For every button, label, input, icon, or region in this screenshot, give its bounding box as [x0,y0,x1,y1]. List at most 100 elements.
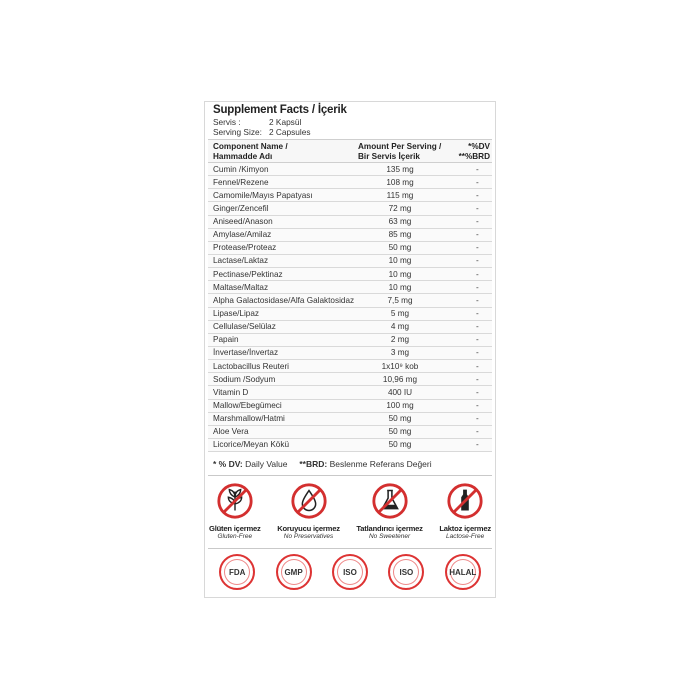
ingredient-name: Aloe Vera [213,427,249,437]
ingredient-dv: - [476,190,479,200]
table-row: Lipase/Lipaz 5 mg - [208,307,492,321]
serving-label: Servis : [213,117,241,127]
table-row: Alpha Galactosidase/Alfa Galaktosidaz 7,5… [208,294,492,308]
ingredient-amount: 135 mg [386,164,414,174]
ingredient-name: Licorice/Meyan Kökü [213,440,289,450]
ingredient-amount: 3 mg [390,348,410,358]
ingredient-dv: - [476,374,479,384]
free-from-sublabel: Gluten-Free [217,533,253,540]
badge-label: ISO [399,567,414,577]
ingredient-amount: 100 mg [386,401,414,411]
iso-22000-badge: ISO [388,554,425,590]
ingredient-dv: - [476,401,479,411]
header-amount: Amount Per Serving / Bir Servis İçerik [358,142,442,161]
ingredient-amount: 85 mg [388,230,412,240]
ingredient-name: Pectinase/Pektinaz [213,269,283,279]
ingredient-name: Ginger/Zencefil [213,203,269,213]
ingredient-name: Lactobacillus Reuteri [213,361,290,371]
ingredient-dv: - [476,361,479,371]
divider [208,548,492,549]
table-row: Pectinase/Pektinaz 10 mg - [208,268,492,282]
table-row: Camomile/Mayıs Papatyası 115 mg - [208,189,492,203]
ingredient-dv: - [476,387,479,397]
table-row: İnvertase/İnvertaz 3 mg - [208,346,492,361]
ingredient-amount: 10 mg [388,256,412,266]
no-sweetener-icon [372,483,408,519]
ingredient-amount: 72 mg [388,203,412,213]
table-row: Protease/Proteaz 50 mg - [208,241,492,255]
free-from-item: Glüten içermez Gluten-Free [209,482,261,540]
badge-label: GMP [284,567,303,577]
free-from-label: Glüten içermez [209,524,261,533]
no-preservatives-icon [290,483,327,519]
page-title: Supplement Facts / İçerik [213,104,347,116]
table-row: Amylase/Amilaz 85 mg - [208,228,492,242]
supplement-facts-panel: Supplement Facts / İçerik Servis : 2 Kaps… [204,101,496,598]
table-row: Cumin /Kimyon 135 mg - [208,163,492,177]
iso-9001-badge: ISO [331,554,368,590]
ingredient-name: Fennel/Rezene [213,177,269,187]
ingredient-name: Cumin /Kimyon [213,164,269,174]
ingredient-dv: - [476,203,479,213]
ingredient-amount: 50 mg [388,440,412,450]
fda-badge: FDA [219,554,256,590]
badge-label: HALAL [449,567,477,577]
ingredient-name: Maltase/Maltaz [213,282,269,292]
serving-value: 2 Capsules [269,127,311,137]
ingredient-dv: - [476,427,479,437]
free-from-sublabel: Lactose-Free [445,533,485,540]
table-header: Component Name / Hammadde Adı Amount Per … [208,139,492,163]
ingredient-name: Amylase/Amilaz [213,230,272,240]
ingredient-amount: 10 mg [388,269,412,279]
table-row: Aloe Vera 50 mg - [208,425,492,439]
halal-badge: HALAL [444,554,481,590]
serving-tr: Servis : 2 Kapsül [213,117,301,127]
serving-en: Serving Size: 2 Capsules [213,127,311,137]
no-gluten-icon [217,483,253,519]
ingredient-dv: - [476,322,479,332]
ingredient-name: İnvertase/İnvertaz [213,348,279,358]
header-dv: *%DV **%BRD [458,142,490,161]
serving-label: Serving Size: [213,127,262,137]
table-row: Ginger/Zencefil 72 mg - [208,202,492,216]
table-row: Marshmallow/Hatmi 50 mg - [208,412,492,426]
gmp-badge: GMP [275,554,312,590]
ingredient-name: Alpha Galactosidase/Alfa Galaktosidaz [213,295,355,305]
ingredient-name: Vitamin D [213,387,249,397]
ingredient-amount: 2 mg [390,335,410,345]
ingredients-table: Cumin /Kimyon 135 mg - Fennel/Rezene 108 mg -… [208,163,492,453]
ingredient-dv: - [476,217,479,227]
ingredient-amount: 63 mg [388,217,412,227]
free-from-item: Laktoz içermez Lactose-Free [439,482,491,540]
ingredient-name: Lactase/Laktaz [213,256,269,266]
ingredient-amount: 7,5 mg [387,295,413,305]
ingredient-amount: 5 mg [390,309,410,319]
header-name: Component Name / Hammadde Adı [213,142,288,161]
table-row: Maltase/Maltaz 10 mg - [208,281,492,295]
ingredient-dv: - [476,414,479,424]
table-row: Licorice/Meyan Kökü 50 mg - [208,438,492,453]
serving-value: 2 Kapsül [269,117,302,127]
ingredient-amount: 400 IU [387,387,413,397]
badge-label: ISO [343,567,357,577]
ingredient-amount: 108 mg [386,177,414,187]
ingredient-amount: 10,96 mg [382,374,418,384]
ingredient-name: Aniseed/Anason [213,217,273,227]
ingredient-amount: 1x10⁹ kob [381,361,419,371]
ingredient-amount: 50 mg [388,414,412,424]
ingredient-amount: 50 mg [388,243,412,253]
table-row: Aniseed/Anason 63 mg - [208,215,492,229]
ingredient-dv: - [476,309,479,319]
table-row: Papain 2 mg - [208,333,492,347]
ingredient-dv: - [476,335,479,345]
table-row: Lactase/Laktaz 10 mg - [208,254,492,269]
ingredient-name: Lipase/Lipaz [213,309,259,319]
ingredient-name: Marshmallow/Hatmi [213,414,285,424]
ingredient-dv: - [476,295,479,305]
ingredient-dv: - [476,348,479,358]
free-from-label: Koruyucu içermez [277,524,340,533]
table-row: Sodium /Sodyum 10,96 mg - [208,373,492,387]
ingredient-amount: 50 mg [388,427,412,437]
certification-badges: FDA GMP ISO ISO HALAL [205,554,495,590]
table-row: Vitamin D 400 IU - [208,386,492,400]
